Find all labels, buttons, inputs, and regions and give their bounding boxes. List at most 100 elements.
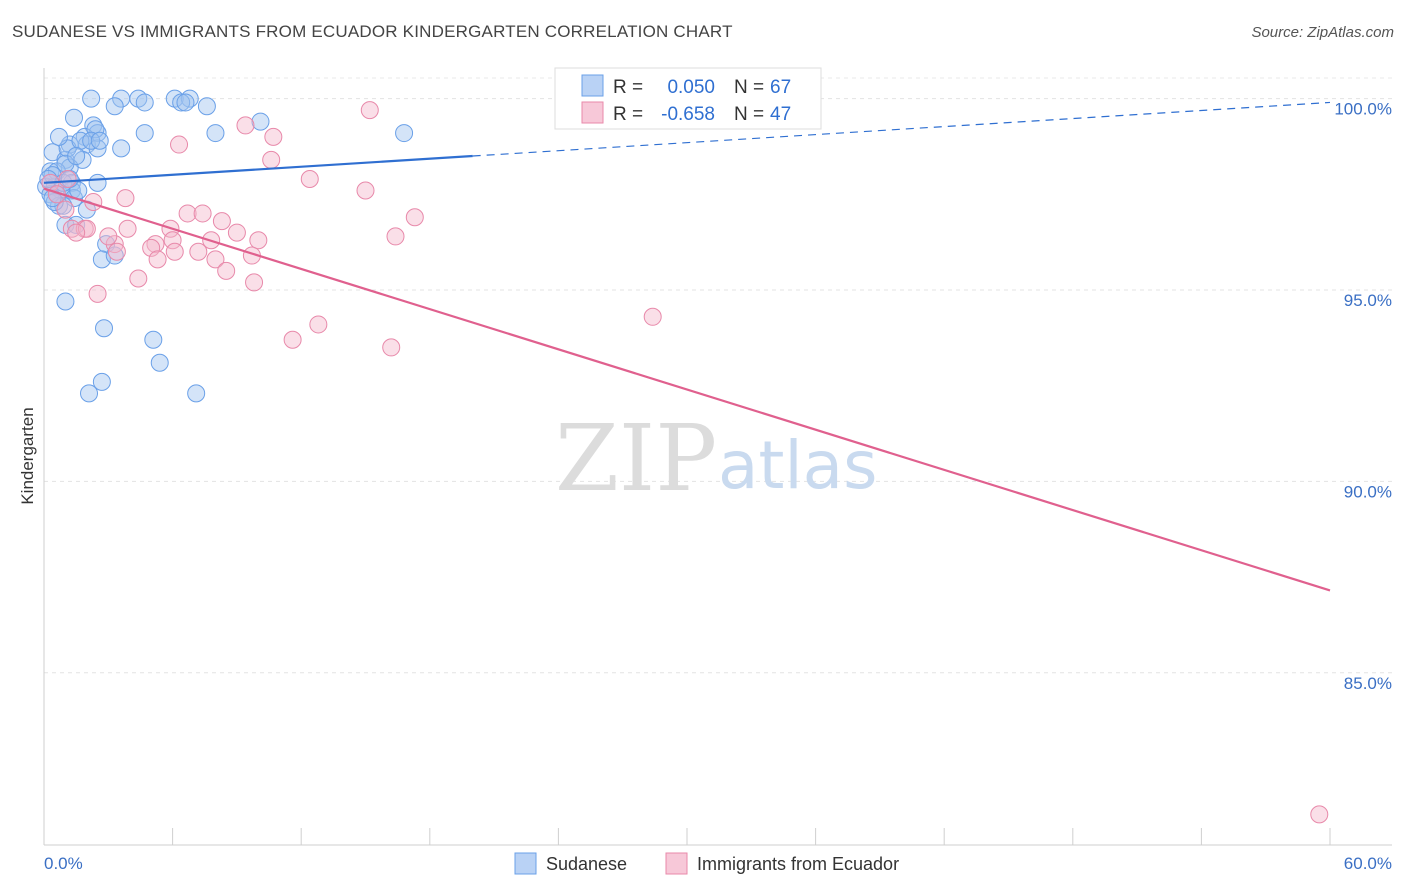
point-ecuador bbox=[58, 170, 77, 188]
point-sudanese bbox=[88, 173, 107, 192]
point-sudanese bbox=[176, 93, 195, 112]
trend-lines bbox=[43, 101, 1331, 592]
y-tick-label: 85.0% bbox=[1344, 674, 1392, 693]
point-ecuador bbox=[193, 204, 212, 223]
point-ecuador bbox=[249, 231, 268, 250]
point-ecuador bbox=[217, 261, 236, 280]
point-sudanese bbox=[95, 319, 114, 338]
point-ecuador bbox=[264, 127, 283, 146]
point-sudanese bbox=[197, 97, 216, 116]
x-ticks bbox=[43, 828, 1331, 845]
chart-title: SUDANESE VS IMMIGRANTS FROM ECUADOR KIND… bbox=[12, 22, 733, 41]
point-sudanese bbox=[86, 120, 105, 139]
point-ecuador bbox=[206, 250, 225, 269]
point-ecuador bbox=[405, 208, 424, 227]
y-tick-label: 100.0% bbox=[1334, 100, 1392, 119]
stats-swatch-ecuador bbox=[581, 101, 604, 124]
point-sudanese bbox=[144, 330, 163, 349]
stats-r-value-ecuador: -0.658 bbox=[661, 104, 715, 125]
point-ecuador bbox=[105, 235, 124, 254]
point-ecuador bbox=[99, 227, 118, 246]
point-sudanese bbox=[50, 127, 69, 146]
point-ecuador bbox=[163, 231, 182, 250]
watermark: ZIP atlas bbox=[555, 405, 878, 512]
stats-n-value-sudanese: 67 bbox=[770, 77, 791, 98]
source-note: Source: ZipAtlas.com bbox=[1251, 24, 1394, 41]
legend: Sudanese Immigrants from Ecuador bbox=[514, 852, 899, 875]
point-sudanese bbox=[80, 384, 99, 403]
y-tick-labels: 100.0% 95.0% 90.0% 85.0% bbox=[1334, 100, 1392, 693]
point-ecuador bbox=[88, 284, 107, 303]
gridlines bbox=[44, 77, 1392, 674]
y-tick-label: 90.0% bbox=[1344, 482, 1392, 501]
point-ecuador bbox=[170, 135, 189, 154]
point-sudanese bbox=[251, 112, 270, 131]
point-ecuador bbox=[309, 315, 328, 334]
legend-label-ecuador: Immigrants from Ecuador bbox=[697, 854, 899, 874]
point-ecuador bbox=[129, 269, 148, 288]
watermark-atlas: atlas bbox=[718, 427, 878, 504]
trend-ecuador bbox=[43, 187, 1331, 592]
point-ecuador bbox=[165, 242, 184, 261]
x-tick-label-max: 60.0% bbox=[1344, 854, 1392, 873]
stats-swatch-sudanese bbox=[581, 74, 604, 97]
point-sudanese bbox=[88, 139, 107, 158]
stats-r-value-sudanese: 0.050 bbox=[667, 77, 715, 98]
point-ecuador bbox=[56, 200, 75, 219]
point-ecuador bbox=[643, 307, 662, 326]
point-sudanese bbox=[105, 97, 124, 116]
point-ecuador bbox=[148, 250, 167, 269]
point-ecuador bbox=[142, 238, 161, 257]
point-ecuador bbox=[245, 273, 264, 292]
stats-r-label-sudanese: R = bbox=[613, 77, 643, 98]
point-sudanese bbox=[56, 292, 75, 311]
trend-sudanese-extension bbox=[472, 101, 1331, 157]
point-sudanese bbox=[187, 384, 206, 403]
point-ecuador bbox=[382, 338, 401, 357]
point-sudanese bbox=[65, 108, 84, 127]
legend-swatch-sudanese bbox=[514, 852, 537, 875]
point-ecuador bbox=[386, 227, 405, 246]
point-ecuador bbox=[77, 219, 96, 238]
point-ecuador bbox=[189, 242, 208, 261]
point-sudanese bbox=[135, 93, 154, 112]
point-sudanese bbox=[92, 372, 111, 391]
point-ecuador bbox=[67, 223, 86, 242]
stats-n-label-sudanese: N = bbox=[734, 77, 764, 98]
point-ecuador bbox=[178, 204, 197, 223]
trend-sudanese bbox=[43, 154, 473, 184]
stats-r-label-ecuador: R = bbox=[613, 104, 643, 125]
point-sudanese bbox=[135, 124, 154, 143]
point-ecuador bbox=[116, 189, 135, 208]
point-ecuador bbox=[236, 116, 255, 135]
stats-n-value-ecuador: 47 bbox=[770, 104, 791, 125]
point-ecuador bbox=[262, 150, 281, 169]
point-ecuador bbox=[118, 219, 137, 238]
point-ecuador bbox=[227, 223, 246, 242]
stats-n-label-ecuador: N = bbox=[734, 104, 764, 125]
point-sudanese bbox=[172, 93, 191, 112]
point-ecuador bbox=[1310, 805, 1329, 824]
point-ecuador bbox=[107, 242, 126, 261]
watermark-zip: ZIP bbox=[555, 405, 717, 512]
point-sudanese bbox=[395, 124, 414, 143]
data-points bbox=[37, 89, 1329, 824]
legend-label-sudanese: Sudanese bbox=[546, 854, 627, 874]
point-sudanese bbox=[82, 89, 101, 108]
point-sudanese bbox=[150, 353, 169, 372]
point-ecuador bbox=[212, 212, 231, 231]
y-tick-label: 95.0% bbox=[1344, 291, 1392, 310]
point-ecuador bbox=[300, 170, 319, 188]
point-ecuador bbox=[360, 101, 379, 120]
x-tick-label-min: 0.0% bbox=[44, 854, 83, 873]
point-sudanese bbox=[112, 139, 131, 158]
stats-box: R = 0.050 N = 67 R = -0.658 N = 47 bbox=[554, 67, 822, 130]
point-sudanese bbox=[90, 131, 109, 150]
y-axis-title: Kindergarten bbox=[18, 407, 37, 504]
point-sudanese bbox=[67, 147, 86, 166]
legend-swatch-ecuador bbox=[665, 852, 688, 875]
point-ecuador bbox=[356, 181, 375, 200]
point-sudanese bbox=[206, 124, 225, 143]
point-ecuador bbox=[283, 330, 302, 349]
